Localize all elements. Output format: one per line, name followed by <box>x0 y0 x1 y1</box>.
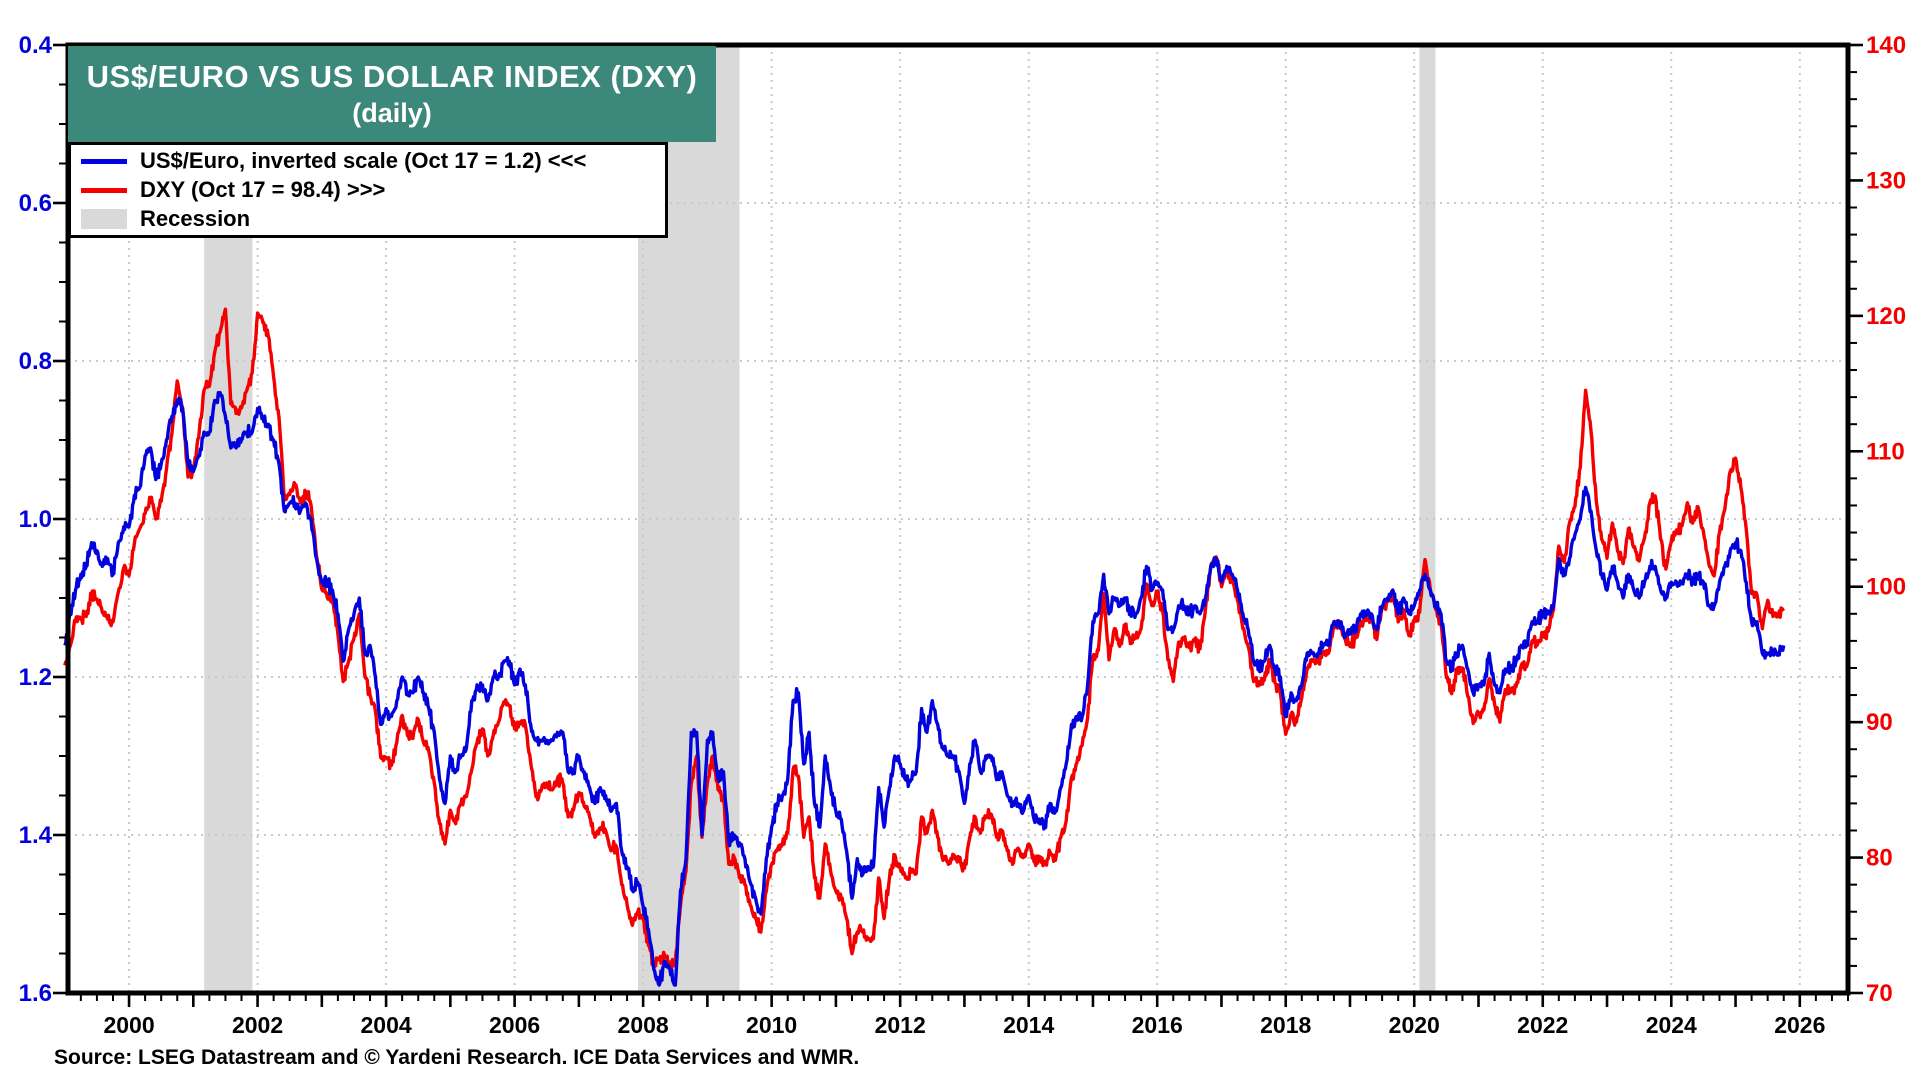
legend-item: DXY (Oct 17 = 98.4) >>> <box>71 176 665 205</box>
right-axis-tick-label: 110 <box>1866 438 1905 465</box>
chart-legend: US$/Euro, inverted scale (Oct 17 = 1.2) … <box>68 142 668 238</box>
right-axis-tick-label: 130 <box>1866 167 1906 194</box>
x-axis-tick-label: 2024 <box>1646 1012 1697 1038</box>
x-axis-tick-label: 2018 <box>1260 1012 1311 1038</box>
x-axis-tick-label: 2006 <box>489 1012 540 1038</box>
x-axis-tick-label: 2000 <box>103 1012 154 1038</box>
series-line-dxy <box>63 307 1786 971</box>
x-axis-tick-label: 2012 <box>875 1012 926 1038</box>
recession-swatch <box>81 208 127 229</box>
right-axis-tick-label: 70 <box>1866 980 1893 1007</box>
legend-item: Recession <box>71 204 665 233</box>
x-axis-tick-label: 2026 <box>1774 1012 1825 1038</box>
series-line-swatch <box>81 187 127 193</box>
right-axis-tick-label: 100 <box>1866 574 1906 601</box>
left-axis-tick-label: 1.2 <box>19 664 52 691</box>
left-axis-tick-label: 1.0 <box>19 506 52 533</box>
x-axis-tick-label: 2004 <box>361 1012 412 1038</box>
right-axis-tick-label: 140 <box>1866 32 1906 59</box>
left-axis-tick-label: 1.4 <box>19 822 53 849</box>
series-line-usd-euro <box>63 390 1786 987</box>
right-axis-tick-label: 80 <box>1866 845 1893 872</box>
x-axis-tick-label: 2008 <box>618 1012 669 1038</box>
x-axis-tick-label: 2014 <box>1003 1012 1054 1038</box>
left-axis-tick-label: 0.4 <box>19 32 53 59</box>
chart-title: US$/EURO VS US DOLLAR INDEX (DXY) <box>86 58 698 94</box>
x-axis-tick-label: 2016 <box>1132 1012 1183 1038</box>
legend-label: Recession <box>140 205 251 231</box>
plot-frame <box>65 42 1851 996</box>
source-attribution: Source: LSEG Datastream and © Yardeni Re… <box>54 1046 860 1069</box>
chart-title-box: US$/EURO VS US DOLLAR INDEX (DXY) (daily… <box>68 46 716 142</box>
left-axis-tick-label: 0.8 <box>19 348 52 375</box>
left-axis-tick-label: 0.6 <box>19 190 52 217</box>
legend-label: US$/Euro, inverted scale (Oct 17 = 1.2) … <box>140 148 587 174</box>
x-axis-tick-label: 2010 <box>746 1012 797 1038</box>
x-axis-tick-label: 2022 <box>1517 1012 1568 1038</box>
legend-label: DXY (Oct 17 = 98.4) >>> <box>140 177 386 202</box>
right-axis-tick-label: 120 <box>1866 303 1906 330</box>
chart-subtitle: (daily) <box>352 97 432 128</box>
right-axis-tick-label: 90 <box>1866 709 1893 736</box>
legend-item: US$/Euro, inverted scale (Oct 17 = 1.2) … <box>71 147 665 176</box>
left-axis-tick-label: 1.6 <box>19 980 52 1007</box>
x-axis-tick-label: 2002 <box>232 1012 283 1038</box>
series-line-swatch <box>81 158 127 164</box>
x-axis-tick-label: 2020 <box>1389 1012 1440 1038</box>
